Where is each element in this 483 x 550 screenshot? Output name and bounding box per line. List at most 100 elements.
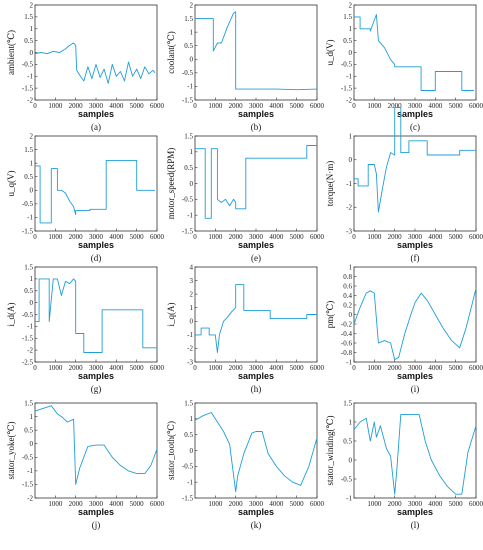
x-tick-label: 6000 xyxy=(469,233,483,241)
series-line xyxy=(34,405,158,485)
y-tick-label: -1 xyxy=(27,214,33,222)
y-axis-label: stator_yoke(℃) xyxy=(6,421,16,479)
y-tick-label: 0.5 xyxy=(24,426,33,434)
y-tick-label: 0 xyxy=(190,56,194,64)
y-tick-label: 0 xyxy=(349,311,353,319)
y-tick-label: -1.5 xyxy=(182,227,194,235)
y-tick-label: -2 xyxy=(346,96,352,104)
x-tick-label: 5000 xyxy=(290,233,305,241)
x-tick-label: 0 xyxy=(193,364,197,372)
x-tick-label: 6000 xyxy=(310,102,325,110)
x-tick-label: 0 xyxy=(193,233,197,241)
x-tick-label: 6000 xyxy=(310,233,325,241)
plot-frame xyxy=(34,135,158,232)
y-tick-label: -1 xyxy=(346,494,352,502)
x-tick-label: 2000 xyxy=(69,500,84,508)
x-tick-label: 4000 xyxy=(428,233,443,241)
y-tick-label: 1 xyxy=(190,28,194,36)
x-tick-label: 1000 xyxy=(208,500,223,508)
x-axis-label: samples xyxy=(238,109,274,119)
x-tick-label: 0 xyxy=(33,364,37,372)
x-tick-label: 5000 xyxy=(449,102,464,110)
y-tick-label: 0.4 xyxy=(343,292,352,300)
x-tick-label: 1000 xyxy=(48,233,63,241)
x-tick-label: 2000 xyxy=(388,233,403,241)
y-tick-label: 0 xyxy=(349,456,353,464)
y-tick-label: -1.5 xyxy=(182,96,194,104)
subplot-b: -1.5 -1 -0.5 0 0.5 1 1.5 2 0 1000 2000 3000 4000 5000… xyxy=(166,1,325,132)
y-tick-label: -0.5 xyxy=(182,69,194,77)
x-tick-label: 2000 xyxy=(388,102,403,110)
y-tick-label: -1.5 xyxy=(182,494,194,502)
y-axis-label: stator_winding(℃) xyxy=(325,415,335,485)
x-tick-label: 1000 xyxy=(48,364,63,372)
x-axis-label: samples xyxy=(78,371,114,381)
x-tick-label: 1000 xyxy=(208,364,223,372)
subplot-caption: (l) xyxy=(411,520,420,530)
x-tick-label: 6000 xyxy=(310,500,325,508)
y-tick-label: 0.6 xyxy=(343,282,352,290)
y-tick-label: -2 xyxy=(187,345,193,353)
y-tick-label: 1 xyxy=(349,263,353,271)
subplot-d: -1.5 -1 -0.5 0 0.5 1 1.5 2 0 1000 2000 3000 4000 5000… xyxy=(6,132,165,263)
x-tick-label: 0 xyxy=(352,233,356,241)
y-tick-label: -2.5 xyxy=(22,358,34,366)
x-tick-label: 4000 xyxy=(109,233,124,241)
series-line xyxy=(194,412,318,493)
y-tick-label: -0.5 xyxy=(341,475,353,483)
y-axis-label: u_q(V) xyxy=(6,171,16,197)
x-tick-label: 3000 xyxy=(89,364,104,372)
subplot-caption: (h) xyxy=(251,384,262,394)
y-tick-label: 1 xyxy=(349,25,353,33)
x-tick-label: 2000 xyxy=(69,102,84,110)
x-tick-label: 0 xyxy=(193,102,197,110)
x-tick-label: 2000 xyxy=(229,233,244,241)
x-axis-label: samples xyxy=(238,240,274,250)
x-tick-label: 2000 xyxy=(69,364,84,372)
y-tick-label: 1 xyxy=(30,413,34,421)
y-tick-label: 0 xyxy=(349,156,353,164)
x-tick-label: 5000 xyxy=(130,233,145,241)
y-tick-label: 0.5 xyxy=(184,431,193,439)
x-tick-label: 6000 xyxy=(469,364,483,372)
x-tick-label: 6000 xyxy=(150,364,165,372)
y-axis-label: stator_tooth(℃) xyxy=(166,421,176,480)
plot-frame xyxy=(194,135,318,232)
subplot-h: -3 -2 -1 0 1 2 3 4 0 1000 2000 3000 4000 5000 6000 samp… xyxy=(166,263,325,394)
plot-frame xyxy=(353,135,477,232)
y-tick-label: -0.5 xyxy=(182,196,194,204)
y-tick-label: 0 xyxy=(190,447,194,455)
x-tick-label: 0 xyxy=(352,364,356,372)
y-tick-label: 1 xyxy=(349,418,353,426)
x-axis-label: samples xyxy=(238,507,274,517)
subplot-caption: (b) xyxy=(251,122,262,132)
y-tick-label: 1.5 xyxy=(24,399,33,407)
y-tick-label: 0 xyxy=(30,49,34,57)
y-tick-label: -0.6 xyxy=(341,339,353,347)
y-tick-label: -1 xyxy=(187,83,193,91)
plot-frame xyxy=(34,402,158,499)
y-axis-label: u_d(V) xyxy=(325,40,335,66)
x-tick-label: 3000 xyxy=(249,233,264,241)
y-tick-label: 1 xyxy=(30,25,34,33)
y-tick-label: 2 xyxy=(190,1,194,9)
plot-frame xyxy=(34,4,158,101)
series-line xyxy=(35,278,157,353)
subplot-caption: (d) xyxy=(91,253,102,263)
y-tick-label: -1.5 xyxy=(341,84,353,92)
y-tick-label: 0.2 xyxy=(343,301,352,309)
y-tick-label: 1.5 xyxy=(24,146,33,154)
x-tick-label: 6000 xyxy=(310,364,325,372)
x-axis-label: samples xyxy=(238,371,274,381)
subplot-caption: (j) xyxy=(92,520,101,530)
x-tick-label: 4000 xyxy=(269,500,284,508)
x-tick-label: 2000 xyxy=(388,364,403,372)
subplot-caption: (a) xyxy=(91,122,101,132)
x-axis-label: samples xyxy=(397,109,433,119)
x-tick-label: 4000 xyxy=(428,364,443,372)
subplot-caption: (i) xyxy=(411,384,420,394)
y-tick-label: 2 xyxy=(349,1,353,9)
y-tick-label: 1.5 xyxy=(184,132,193,140)
y-tick-label: -0.5 xyxy=(182,463,194,471)
series-line xyxy=(35,159,155,224)
